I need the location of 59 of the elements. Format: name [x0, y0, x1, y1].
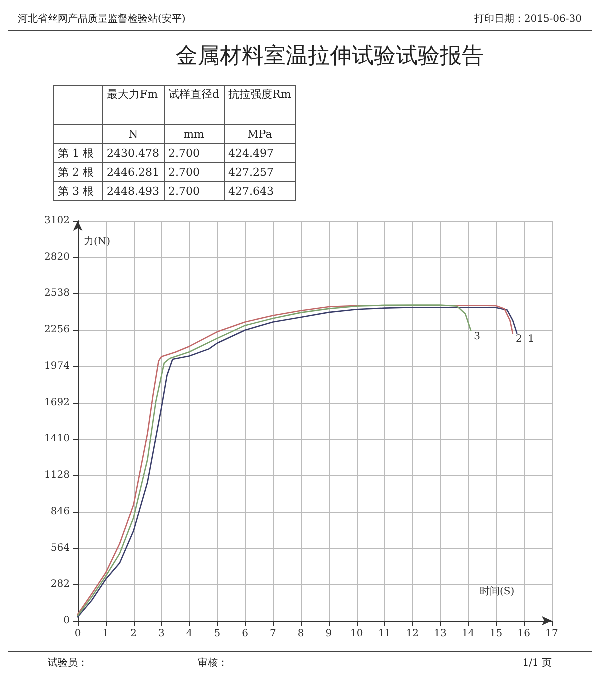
x-tick-label: 1: [102, 628, 110, 640]
y-tick-label: 2820: [44, 252, 70, 263]
text: 427.257: [224, 162, 296, 182]
text: 第 1 根: [54, 144, 102, 162]
text: 试验员：: [48, 656, 89, 670]
series-label: 1: [528, 334, 535, 345]
x-tick-label: 7: [270, 628, 276, 640]
x-tick-label: 16: [518, 628, 530, 640]
x-tick-label: 0: [74, 628, 82, 640]
x-tick-label: 15: [490, 628, 503, 640]
y-tick-label: 564: [50, 542, 70, 554]
x-tick-label: 9: [326, 628, 332, 640]
text: 河北省丝网产品质量监督检验站(安平): [18, 12, 186, 26]
y-tick-label: 2256: [44, 324, 70, 336]
y-tick-label: 1410: [44, 434, 70, 445]
x-axis-title: 时间(S): [480, 586, 515, 598]
text: 2448.493: [102, 182, 164, 200]
x-tick-label: 10: [350, 628, 364, 640]
text: 2446.281: [102, 162, 164, 182]
y-tick-label: 1128: [44, 470, 70, 482]
y-tick-label: 1974: [44, 360, 70, 372]
y-tick-label: 0: [64, 616, 70, 626]
x-tick-label: 14: [462, 628, 475, 640]
x-tick-label: 12: [406, 628, 419, 640]
x-tick-label: 8: [298, 628, 304, 640]
text: 1/1 页: [522, 657, 552, 670]
text: 试样直径d: [164, 86, 224, 124]
x-tick-label: 3: [158, 628, 165, 640]
text: 427.643: [224, 182, 296, 200]
y-tick-label: 3102: [44, 216, 70, 226]
x-tick-label: 6: [242, 628, 248, 640]
text: 审核：: [198, 656, 229, 670]
text: 第 3 根: [54, 182, 102, 200]
x-tick-label: 11: [378, 628, 392, 640]
series-label: 2: [516, 334, 522, 345]
text: N: [102, 124, 164, 144]
y-tick-label: 1692: [44, 397, 70, 408]
text: 第 2 根: [54, 162, 102, 182]
text: 打印日期：2015-06-30: [474, 12, 582, 26]
text: 金属材料室温拉伸试验试验报告: [175, 43, 485, 71]
text: 最大力Fm: [102, 86, 164, 124]
text: MPa: [224, 124, 296, 144]
x-tick-label: 2: [130, 628, 137, 640]
text: 424.497: [224, 144, 296, 162]
text: 2.700: [164, 182, 224, 200]
text: 2430.478: [102, 144, 164, 162]
series-label: 3: [474, 331, 481, 342]
text: 2.700: [164, 144, 224, 162]
x-tick-label: 13: [434, 628, 447, 640]
x-tick-label: 5: [214, 628, 221, 640]
y-tick-label: 2538: [44, 288, 70, 300]
y-tick-label: 846: [50, 506, 70, 518]
y-tick-label: 282: [50, 579, 70, 590]
text: 抗拉强度Rm: [224, 86, 296, 124]
text: 2.700: [164, 162, 224, 182]
x-tick-label: 4: [186, 628, 193, 640]
y-axis-title: 力(N): [84, 236, 111, 248]
x-tick-label: 17: [546, 628, 558, 640]
text: mm: [164, 124, 224, 144]
